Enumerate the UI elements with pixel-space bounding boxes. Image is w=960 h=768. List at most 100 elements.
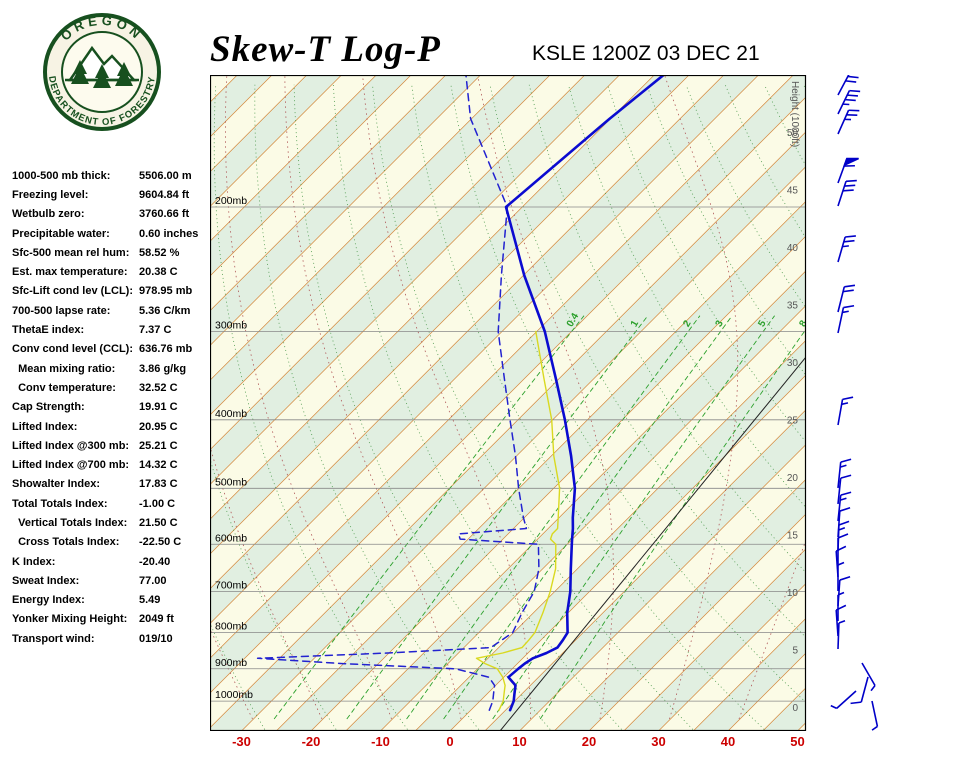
index-row: Est. max temperature: 20.38 C [12,262,210,281]
temp-tick-label: 20 [581,734,597,749]
index-row: Sweat Index: 77.00 [12,571,210,590]
index-label: Lifted Index @700 mb: [12,459,130,472]
temperature-axis: -30 -20 -10 0 10 20 30 40 50 [210,734,910,756]
height-tick: 10 [787,588,799,599]
pressure-label: 900mb [215,657,247,669]
odf-logo: OREGON DEPARTMENT OF FORESTRY [43,13,161,131]
index-label: Cross Totals Index: [12,536,120,549]
index-label: Showalter Index: [12,478,101,491]
height-tick: 0 [792,703,798,714]
index-value: 25.21 C [139,439,178,452]
index-label: Yonker Mixing Height: [12,613,128,626]
wind-barb [837,109,860,135]
index-row: Total Totals Index: -1.00 C [12,494,210,513]
mixing-ratio-label: 5 [756,318,769,329]
index-value: 58.52 % [139,246,180,259]
wind-barb [837,474,852,505]
height-tick: 50 [787,128,799,139]
pressure-label: 200mb [215,195,247,207]
height-tick: 5 [792,646,798,657]
index-label: 700-500 lapse rate: [12,304,111,317]
wind-barb [837,576,851,607]
index-value: -22.50 C [139,536,182,549]
index-label: Conv cond level (CCL): [12,343,134,356]
index-label: Lifted Index @300 mb: [12,439,130,452]
index-row: Conv temperature: 32.52 C [12,378,210,397]
isobars [210,206,806,702]
index-value: 17.83 C [139,478,178,491]
moist-adiabats [210,75,806,720]
dewpoint-trace [256,75,540,711]
index-label: Freezing level: [12,188,89,201]
index-label: Wetbulb zero: [12,208,85,221]
reference-diagonal [499,356,806,731]
wind-barb [837,591,845,621]
index-row: Lifted Index: 20.95 C [12,417,210,436]
pressure-label: 400mb [215,408,247,420]
height-tick: 35 [787,301,799,312]
wind-barb [835,604,847,637]
temp-tick-label: 10 [512,734,527,749]
index-row: ThetaE index: 7.37 C [12,320,210,339]
index-row: Freezing level: 9604.84 ft [12,185,210,204]
index-row: Showalter Index: 17.83 C [12,475,210,494]
index-label: Sweat Index: [12,574,80,587]
index-label: Lifted Index: [12,420,78,433]
wind-barbs [830,71,879,731]
index-value: 0.60 inches [139,227,199,240]
temp-tick-label: -10 [371,734,390,749]
isotherms [210,75,806,731]
wind-barb [837,619,846,650]
wind-barb [837,179,857,207]
height-tick: 45 [787,186,799,197]
index-row: Lifted Index @700 mb: 14.32 C [12,455,210,474]
index-value: 5.49 [139,594,161,607]
index-value: 5.36 C/km [139,304,191,317]
index-row: Sfc-500 mean rel hum: 58.52 % [12,243,210,262]
chart-area: 0.4 1 2 3 5 8 200mb 300mb 400mb 500mb 600mb 700mb 80… [209,71,910,732]
height-axis-title: Height (1000ft) [789,81,800,147]
pressure-label: 500mb [215,476,247,488]
wind-barb [850,676,869,705]
wetbulb-trace [475,330,561,711]
index-value: 978.95 mb [139,285,193,298]
index-label: Sfc-Lift cond lev (LCL): [12,285,133,298]
index-label: Transport wind: [12,632,95,645]
wind-barb [837,284,856,313]
index-value: 32.52 C [139,381,178,394]
pressure-label: 700mb [215,580,247,592]
mixing-ratio-label: 8 [797,318,810,329]
pressure-label: 600mb [215,532,247,544]
index-label: Conv temperature: [12,381,116,394]
index-label: Energy Index: [12,594,85,607]
index-label: ThetaE index: [12,324,85,337]
index-value: 019/10 [139,632,173,645]
index-label: Cap Strength: [12,401,85,414]
index-value: 2049 ft [139,613,174,626]
index-row: Mean mixing ratio: 3.86 g/kg [12,359,210,378]
pressure-label: 1000mb [215,689,253,701]
index-value: 20.38 C [139,266,178,279]
dry-adiabats [210,84,806,730]
skewt-chart: 0.4 1 2 3 5 8200mb300mb400mb500mb600mb700mb80… [209,71,879,732]
station-line: KSLE 1200Z 03 DEC 21 [532,42,760,65]
chart-frame [209,74,807,732]
index-label: K Index: [12,555,56,568]
wind-barb [871,700,879,731]
index-value: 636.76 mb [139,343,193,356]
height-tick: 15 [787,531,799,542]
pressure-label: 800mb [215,621,247,633]
index-row: Energy Index: 5.49 [12,591,210,610]
index-row: Conv cond level (CCL): 636.76 mb [12,340,210,359]
wind-barb [830,690,857,710]
index-label: 1000-500 mb thick: [12,169,111,182]
mixing-ratio-label: 2 [681,318,694,329]
indices-panel: 1000-500 mb thick: 5506.00 m Freezing leve… [12,166,210,648]
index-label: Mean mixing ratio: [12,362,116,375]
height-tick: 30 [787,358,799,369]
logo-mountain-scene [65,45,139,88]
temp-tick-label: 40 [720,734,736,749]
index-row: 1000-500 mb thick: 5506.00 m [12,166,210,185]
temp-tick-label: 30 [651,734,666,749]
index-row: Yonker Mixing Height: 2049 ft [12,610,210,629]
